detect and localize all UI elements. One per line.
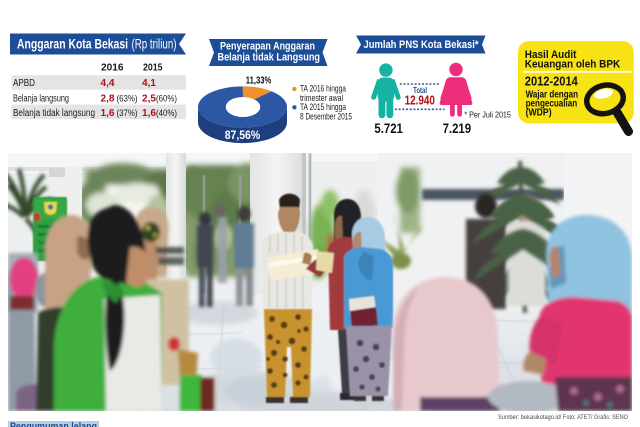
svg-text:pengecualian: pengecualian — [526, 99, 578, 110]
svg-text:* Per Juli 2015: * Per Juli 2015 — [464, 110, 511, 120]
svg-text:4,1: 4,1 — [142, 77, 156, 89]
svg-text:2015: 2015 — [143, 63, 163, 74]
svg-text:Sumber: bekasikotago.id/ Foto:: Sumber: bekasikotago.id/ Foto: ATET/ Gra… — [498, 414, 628, 421]
svg-text:87,56%: 87,56% — [225, 128, 261, 142]
svg-text:1,6: 1,6 — [142, 107, 156, 119]
svg-text:7.219: 7.219 — [443, 121, 472, 136]
svg-text:trimester awal: trimester awal — [300, 93, 343, 104]
svg-text:Keuangan oleh BPK: Keuangan oleh BPK — [525, 58, 620, 70]
svg-text:TA 2015 hingga: TA 2015 hingga — [300, 102, 346, 113]
svg-text:Hasil Audit: Hasil Audit — [525, 49, 577, 61]
svg-text:Pengumuman lelang: Pengumuman lelang — [10, 421, 97, 427]
svg-text:2012-2014: 2012-2014 — [525, 74, 579, 89]
svg-text:Wajar dengan: Wajar dengan — [526, 90, 578, 101]
svg-text:2016: 2016 — [101, 63, 124, 74]
svg-text:Anggaran Kota Bekasi: Anggaran Kota Bekasi — [17, 36, 128, 52]
svg-text:2,8: 2,8 — [101, 92, 115, 104]
svg-text:5.721: 5.721 — [374, 121, 403, 136]
svg-text:Belanja langsung: Belanja langsung — [13, 93, 69, 104]
svg-text:Belanja tidak langsung: Belanja tidak langsung — [13, 108, 95, 119]
svg-text:1,6: 1,6 — [101, 107, 115, 119]
svg-text:(WDP): (WDP) — [526, 107, 552, 118]
svg-text:(40%): (40%) — [156, 108, 177, 119]
svg-text:8 Desember 2015: 8 Desember 2015 — [300, 111, 352, 122]
svg-text:(37%): (37%) — [117, 108, 138, 119]
svg-text:11,33%: 11,33% — [246, 76, 272, 87]
svg-text:Jumlah PNS Kota Bekasi*: Jumlah PNS Kota Bekasi* — [364, 39, 480, 51]
svg-text:Total: Total — [413, 86, 427, 95]
svg-text:Penyerapan Anggaran: Penyerapan Anggaran — [220, 41, 315, 53]
svg-text:(63%): (63%) — [117, 93, 138, 104]
svg-text:APBD: APBD — [13, 78, 35, 89]
svg-text:TA 2016 hingga: TA 2016 hingga — [300, 84, 346, 95]
svg-text:2,5: 2,5 — [142, 92, 156, 104]
svg-text:12.940: 12.940 — [405, 94, 435, 108]
svg-text:(60%): (60%) — [156, 93, 177, 104]
svg-text:Belanja tidak Langsung: Belanja tidak Langsung — [218, 52, 321, 64]
svg-text:(Rp triliun): (Rp triliun) — [132, 36, 177, 52]
svg-text:4,4: 4,4 — [101, 77, 115, 89]
